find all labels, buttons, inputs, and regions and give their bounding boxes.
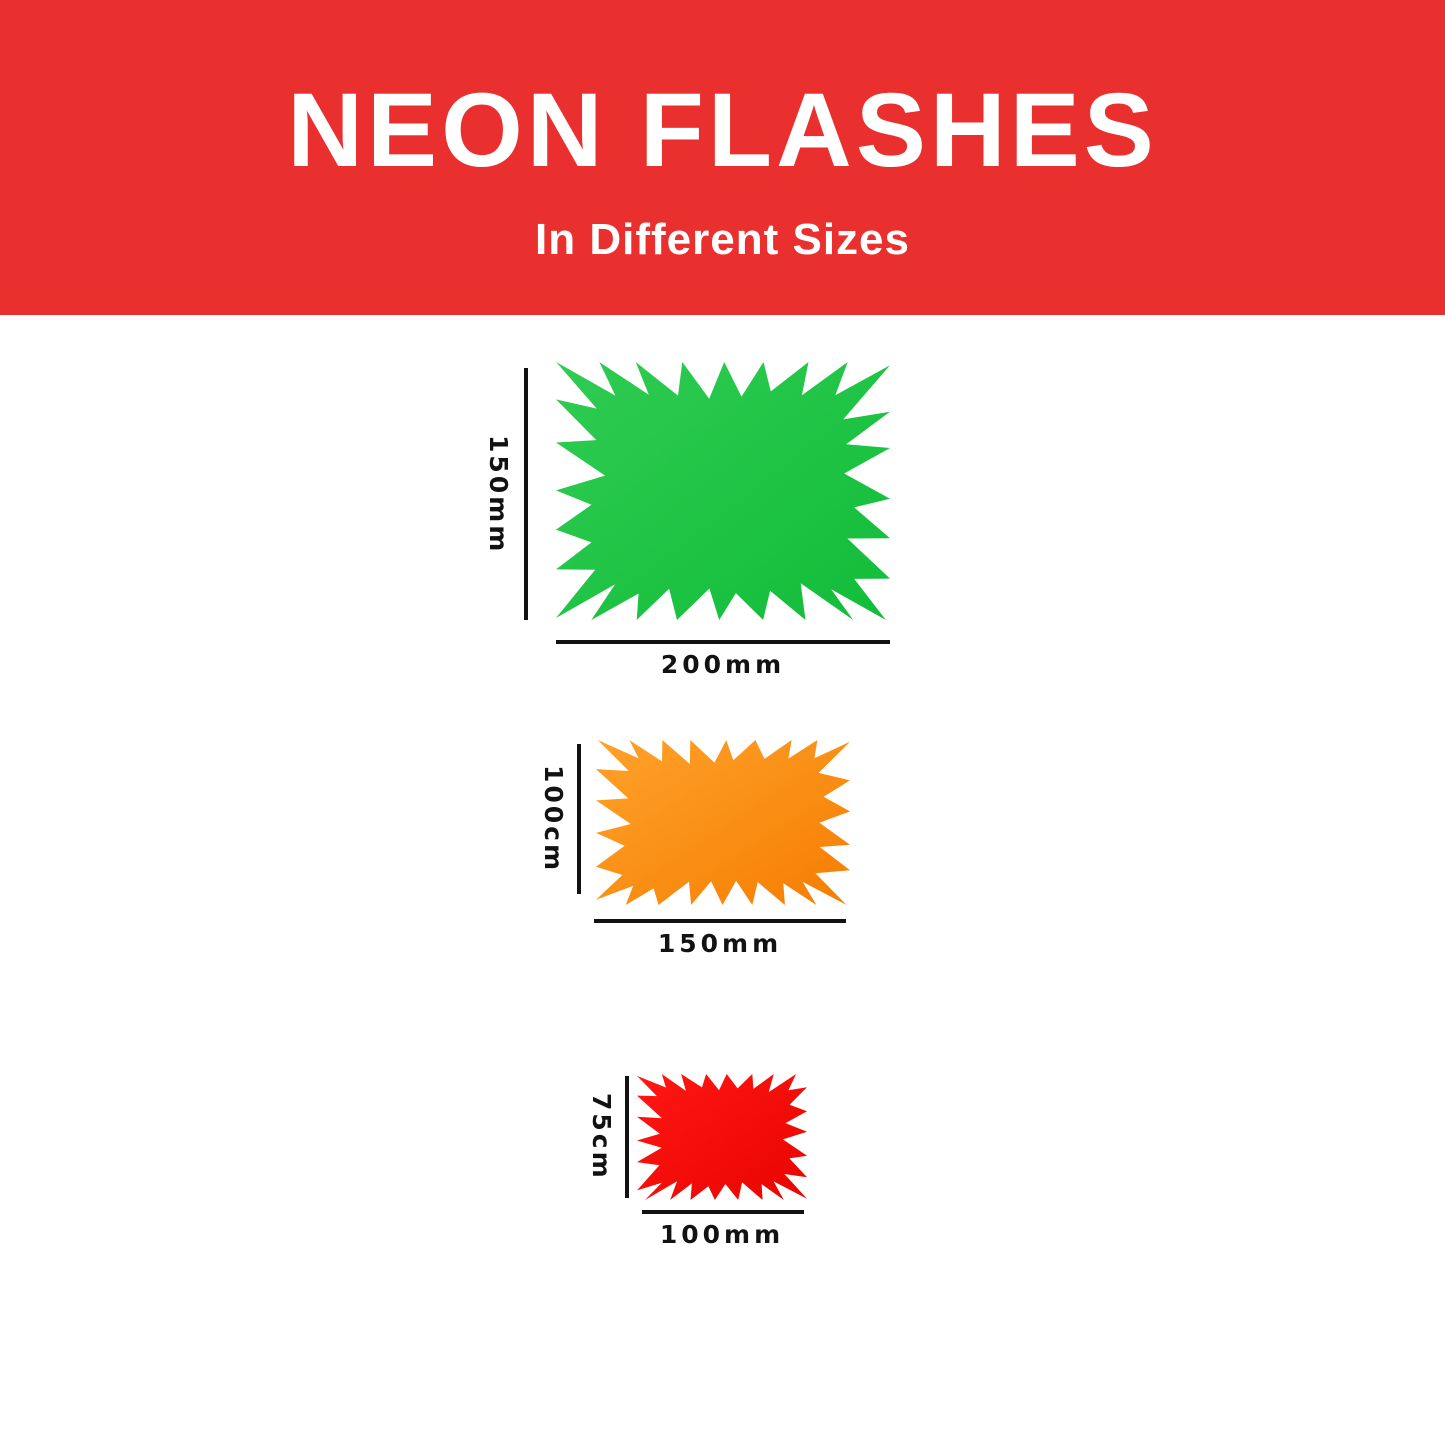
orange-width-label: 150mm (657, 929, 783, 958)
orange-width-dimension-line (594, 919, 846, 923)
green-width-dimension-line (556, 640, 890, 644)
page-subtitle: In Different Sizes (535, 215, 910, 264)
page-title: NEON FLASHES (287, 72, 1158, 189)
orange-starburst (596, 740, 850, 905)
orange-starburst-shape (596, 740, 850, 905)
orange-height-dimension-line (577, 744, 581, 894)
green-width-label: 200mm (660, 650, 786, 679)
red-height-label: 75cm (587, 1093, 616, 1181)
orange-height-label: 100cm (539, 764, 568, 874)
green-height-label: 150mm (484, 435, 513, 555)
header-banner: NEON FLASHES In Different Sizes (0, 0, 1445, 315)
red-width-label: 100mm (659, 1220, 785, 1249)
red-width-dimension-line (642, 1210, 804, 1214)
green-starburst (556, 362, 890, 620)
red-starburst-shape (637, 1074, 807, 1200)
green-height-dimension-line (524, 368, 528, 620)
red-starburst (637, 1074, 807, 1200)
green-starburst-shape (556, 362, 890, 620)
red-height-dimension-line (625, 1076, 629, 1198)
